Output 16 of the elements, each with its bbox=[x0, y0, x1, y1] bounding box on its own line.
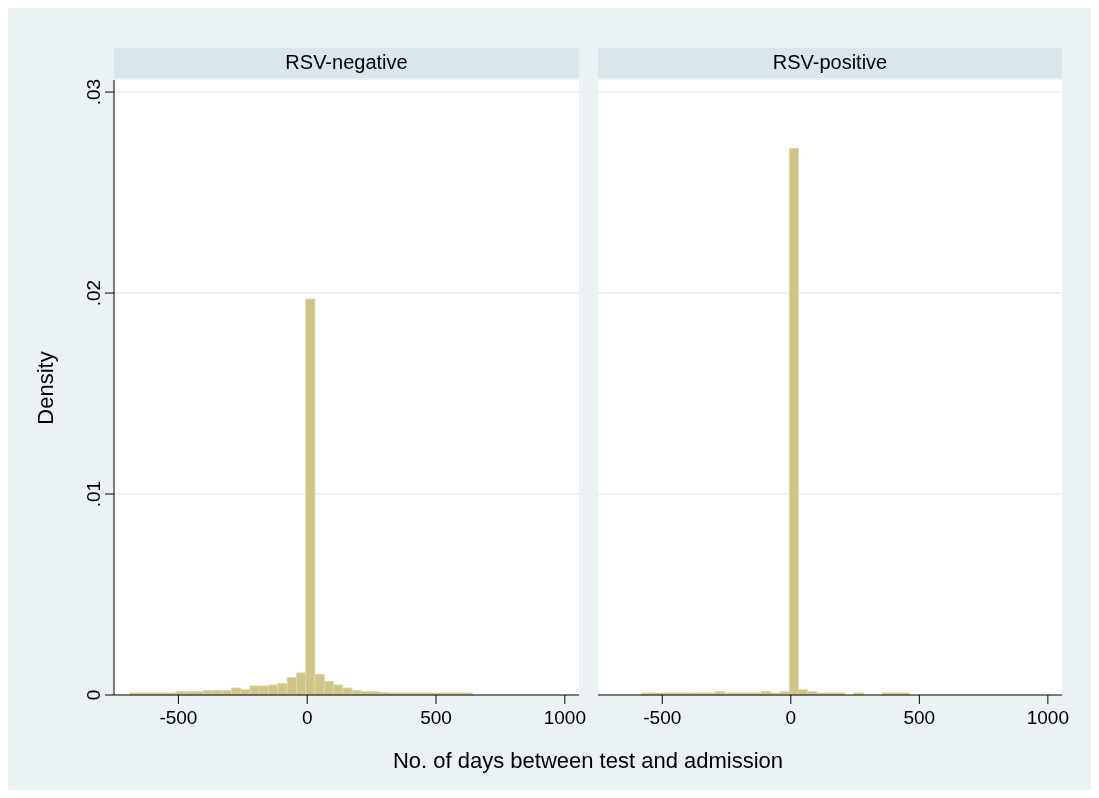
y-tick-label: .03 bbox=[83, 78, 104, 106]
x-axis-title: No. of days between test and admission bbox=[392, 748, 784, 773]
y-tick-label: .01 bbox=[83, 480, 104, 508]
y-tick-label: 0 bbox=[83, 689, 104, 701]
x-tick-label: 500 bbox=[903, 707, 936, 728]
chart-title: RSV-negative bbox=[285, 51, 408, 73]
x-tick-label: -500 bbox=[159, 707, 198, 728]
x-tick-label: 1000 bbox=[543, 707, 586, 728]
y-tick-label: .02 bbox=[83, 279, 104, 307]
y-axis-title: Density bbox=[33, 351, 58, 425]
x-tick-label: 0 bbox=[785, 707, 797, 728]
x-tick-label: 1000 bbox=[1026, 707, 1069, 728]
x-tick-label: 500 bbox=[420, 707, 452, 728]
chart-title: RSV-positive bbox=[772, 51, 888, 73]
x-tick-label: -500 bbox=[643, 707, 682, 728]
x-tick-label: 0 bbox=[301, 707, 313, 728]
